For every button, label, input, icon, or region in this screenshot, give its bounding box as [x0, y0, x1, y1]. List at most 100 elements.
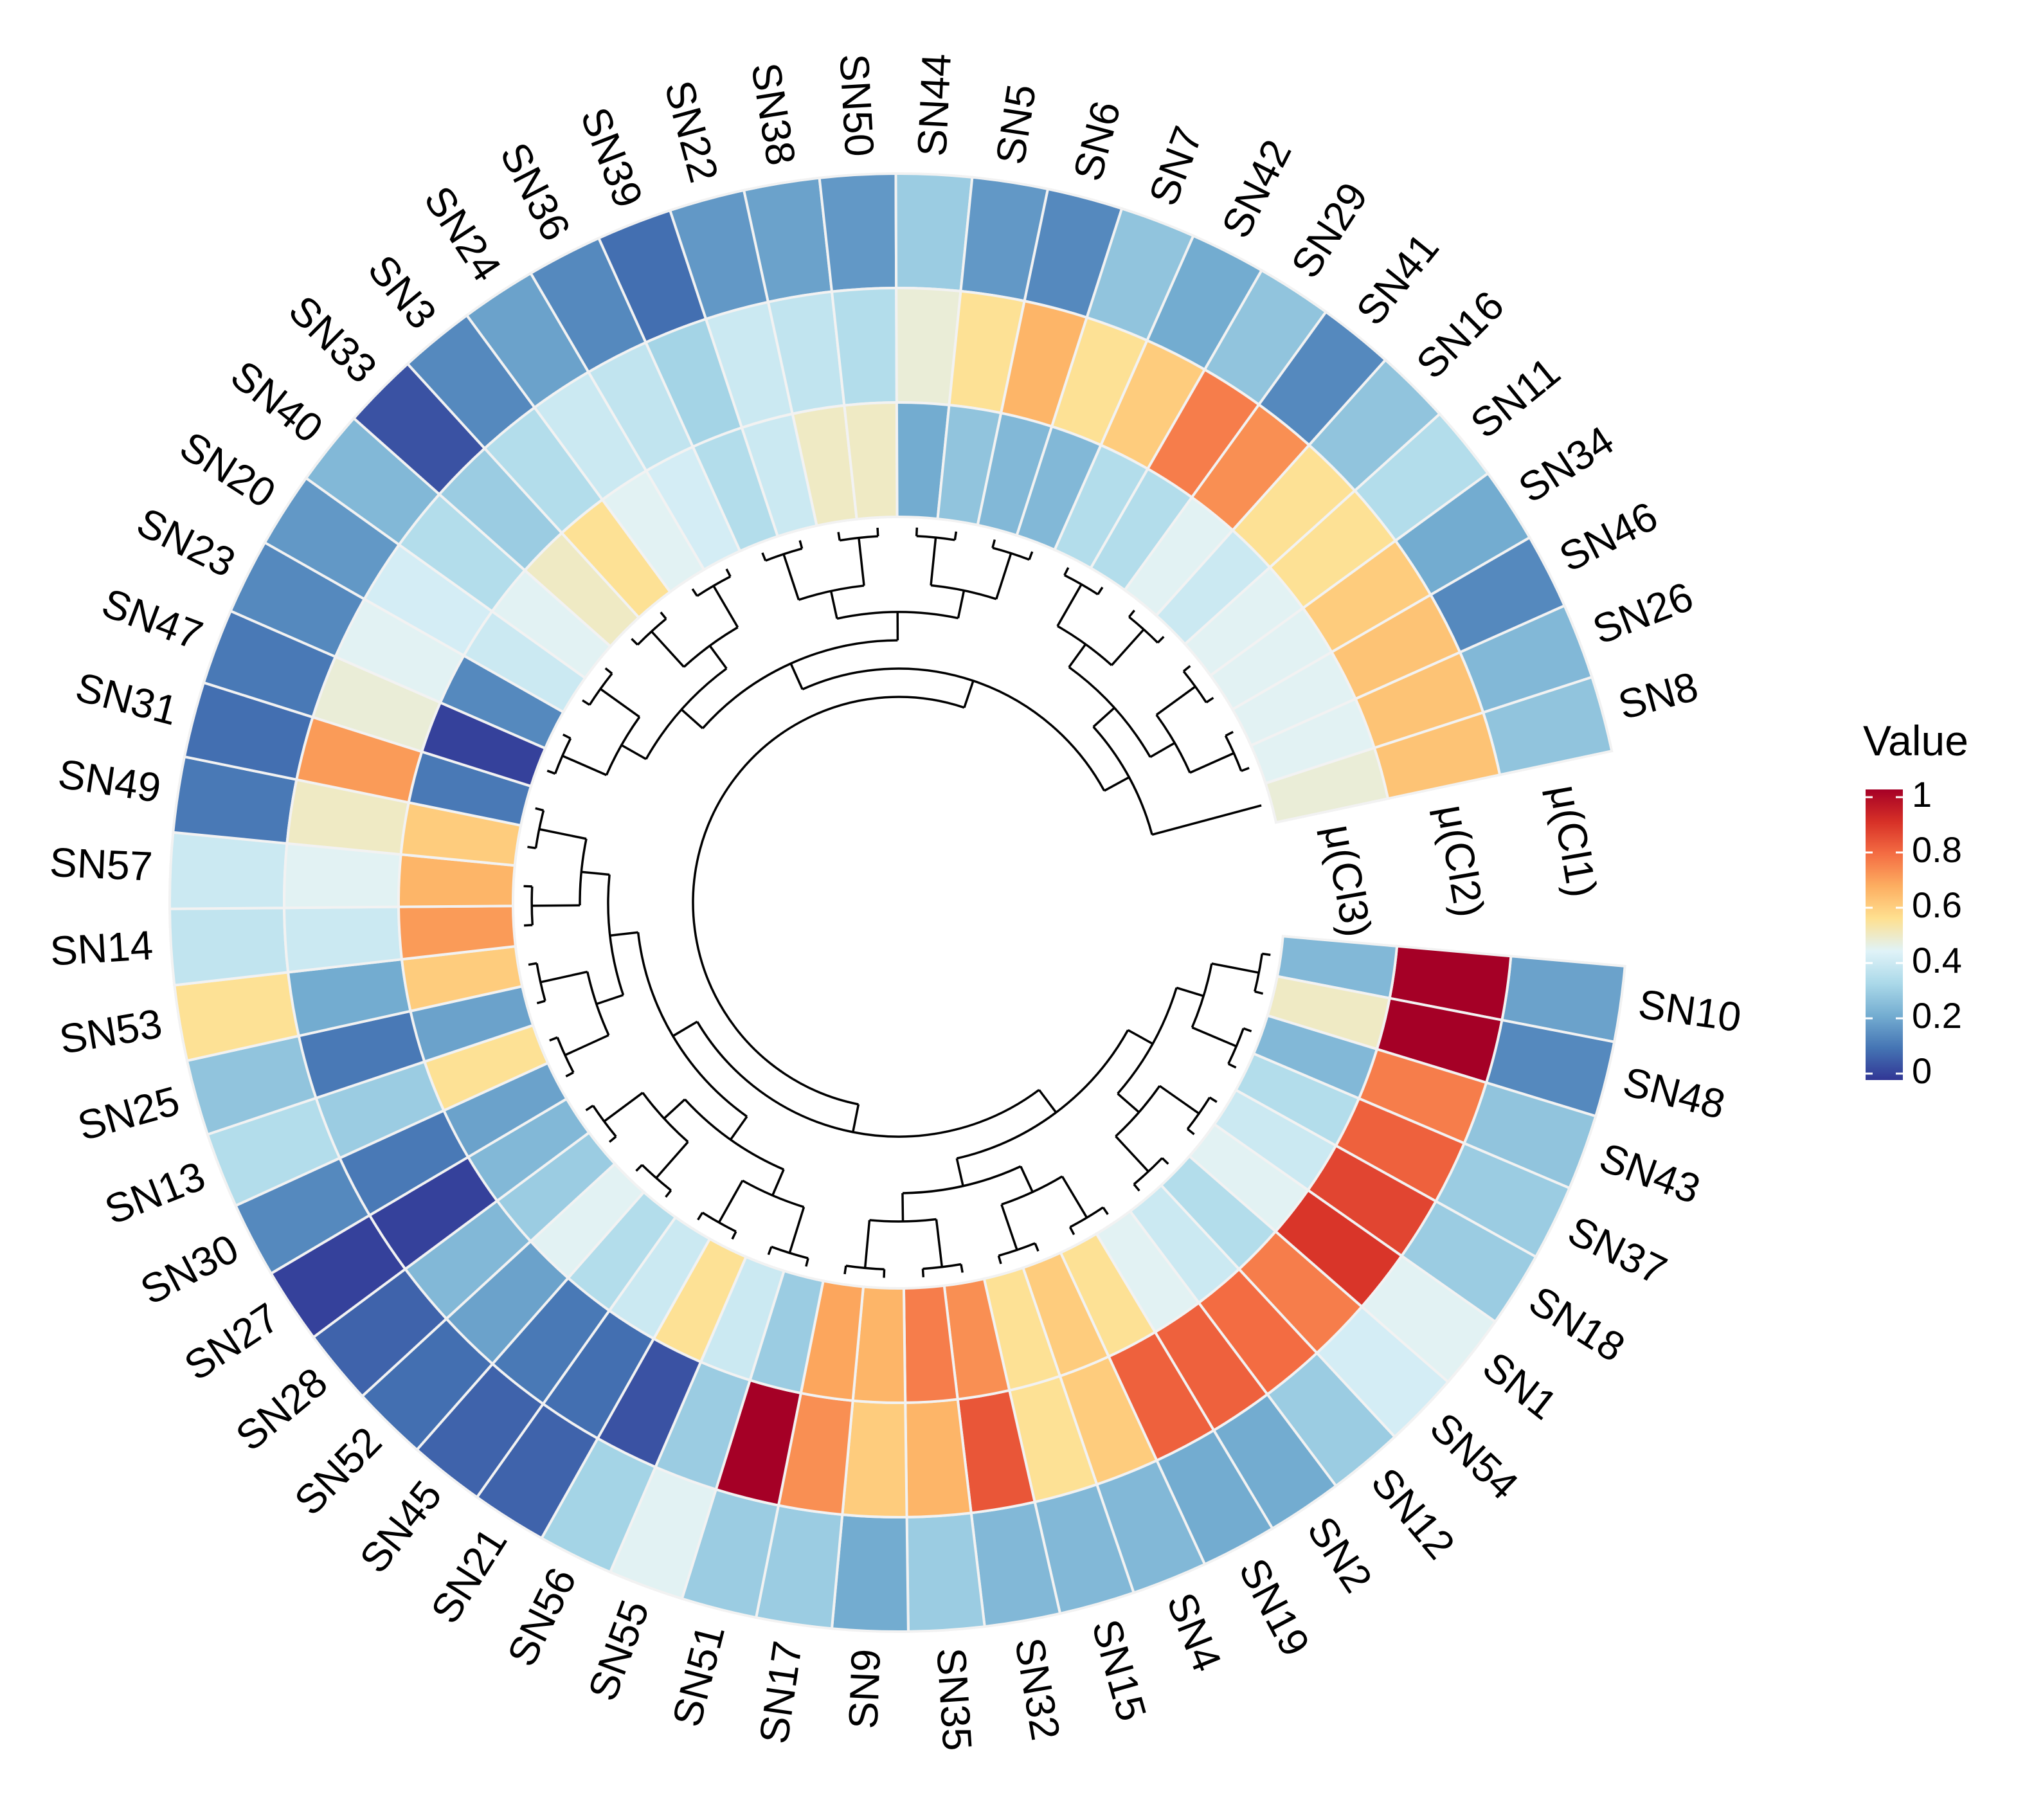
dendrogram-branch [1069, 644, 1086, 667]
sample-label: SN20 [172, 422, 284, 517]
sample-label: SN25 [73, 1077, 184, 1149]
sample-label: SN28 [227, 1358, 336, 1460]
sample-label: SN53 [56, 1000, 165, 1063]
dendrogram-branch [831, 591, 837, 618]
dendrogram-branch [964, 681, 973, 708]
dendrogram-branch [524, 886, 532, 887]
dendrogram-branch [1160, 1086, 1199, 1113]
legend-tick-label: 1 [1912, 774, 1932, 815]
sample-label: SN14 [49, 922, 154, 975]
sample-label: SN23 [130, 499, 242, 586]
dendrogram-branch [563, 735, 571, 739]
dendrogram-branch [1134, 1184, 1139, 1191]
dendrogram-branch [1029, 552, 1032, 559]
dendrogram-branch [1118, 1094, 1139, 1112]
legend-tick-label: 0.6 [1912, 885, 1962, 925]
heatmap-cell [832, 1515, 908, 1632]
sample-label: SN22 [656, 76, 728, 187]
dendrogram-branch [565, 1035, 609, 1055]
dendrogram-branch [681, 710, 703, 728]
dendrogram-branch [1210, 1097, 1217, 1102]
sample-label: SN8 [1614, 663, 1703, 728]
sample-label: SN52 [285, 1418, 390, 1524]
dendrogram-branch [586, 1106, 593, 1110]
sample-label: SN21 [422, 1520, 516, 1632]
legend-tick-label: 0.2 [1912, 995, 1962, 1036]
sample-label: SN33 [280, 287, 386, 392]
dendrogram-branch [1162, 1158, 1168, 1164]
dendrogram-branch [791, 663, 802, 689]
dendrogram-branch [1228, 1064, 1236, 1068]
dendrogram-branch [666, 1191, 671, 1197]
dendrogram-branch [884, 1269, 885, 1277]
dendrogram-branch [719, 1180, 742, 1222]
sample-label: SN19 [1230, 1551, 1318, 1663]
sample-label: SN18 [1521, 1277, 1633, 1371]
dendrogram-branch [527, 847, 536, 848]
dendrogram-branch [609, 1137, 616, 1142]
sample-label: SN36 [491, 135, 579, 248]
dendrogram-branch [1225, 732, 1233, 735]
dendrogram-branch [789, 1207, 804, 1253]
dendrogram-branch [710, 645, 726, 668]
sample-label: SN16 [1407, 282, 1513, 388]
dendrogram-joint [802, 669, 1104, 791]
dendrogram-branch [800, 541, 802, 549]
dendrogram-branch [838, 532, 840, 541]
sample-label: SN13 [98, 1153, 211, 1234]
dendrogram-branch [664, 1099, 685, 1119]
dendrogram-branch [661, 612, 666, 618]
dendrogram-branch [996, 554, 1011, 599]
heatmap-cell [907, 1513, 985, 1632]
sample-label: SN37 [1561, 1207, 1673, 1294]
dendrogram-branch [600, 689, 640, 717]
dendrogram-branch [562, 756, 607, 775]
dendrogram-branch [1206, 698, 1213, 702]
sample-label: SN15 [1083, 1614, 1156, 1726]
dendrogram-branch [656, 1142, 688, 1178]
dendrogram-branch [673, 1022, 698, 1036]
dendrogram-branch [1212, 964, 1259, 973]
dendrogram-branch [622, 745, 646, 759]
sample-label: SN30 [133, 1225, 246, 1313]
sample-label: SN1 [1474, 1343, 1565, 1428]
dendrogram-branch [730, 1117, 746, 1140]
dendrogram-branch [1115, 1136, 1148, 1171]
dendrogram-branch [1104, 777, 1130, 791]
dendrogram-branch [931, 537, 936, 585]
dendrogram-branch [1156, 687, 1195, 715]
sample-label: SN51 [663, 1620, 734, 1731]
dendrogram-branch [768, 1247, 771, 1254]
sample-label: SN12 [1362, 1459, 1464, 1568]
dendrogram-branch [581, 872, 609, 874]
dendrogram-branch [732, 1232, 736, 1239]
dendrogram-branch [1002, 1205, 1017, 1250]
dendrogram-branch [1112, 629, 1144, 665]
legend-tick-label: 0.8 [1912, 829, 1962, 870]
heatmap-cell [896, 174, 972, 291]
legend-colorbar [1866, 789, 1903, 1080]
sample-label: SN55 [579, 1594, 658, 1707]
sample-label: SN50 [831, 53, 883, 158]
sample-label: SN34 [1510, 417, 1621, 512]
dendrogram-branch [1070, 1227, 1074, 1235]
dendrogram-branch [1243, 1029, 1251, 1032]
sample-label: SN42 [1212, 132, 1300, 245]
sample-label: SN2 [1299, 1508, 1382, 1601]
dendrogram-branch [536, 808, 544, 810]
sample-label: SN7 [1140, 120, 1212, 212]
heatmap-cell [170, 833, 287, 909]
dendrogram-branch [636, 1165, 642, 1171]
heatmap-cell [284, 907, 402, 973]
dendrogram-branch [524, 925, 532, 926]
dendrogram-branch [1058, 584, 1081, 626]
dendrogram-branch [1094, 708, 1115, 726]
dendrogram-branch [958, 590, 964, 618]
sample-label: SN43 [1594, 1134, 1706, 1213]
sample-label: SN45 [350, 1472, 451, 1581]
dendrogram-branch [1192, 1027, 1236, 1046]
dendrogram-branch [1021, 1166, 1032, 1192]
dendrogram-branch [993, 539, 995, 548]
dendrogram-branch [698, 1212, 703, 1220]
dendrogram-branch [859, 538, 864, 586]
